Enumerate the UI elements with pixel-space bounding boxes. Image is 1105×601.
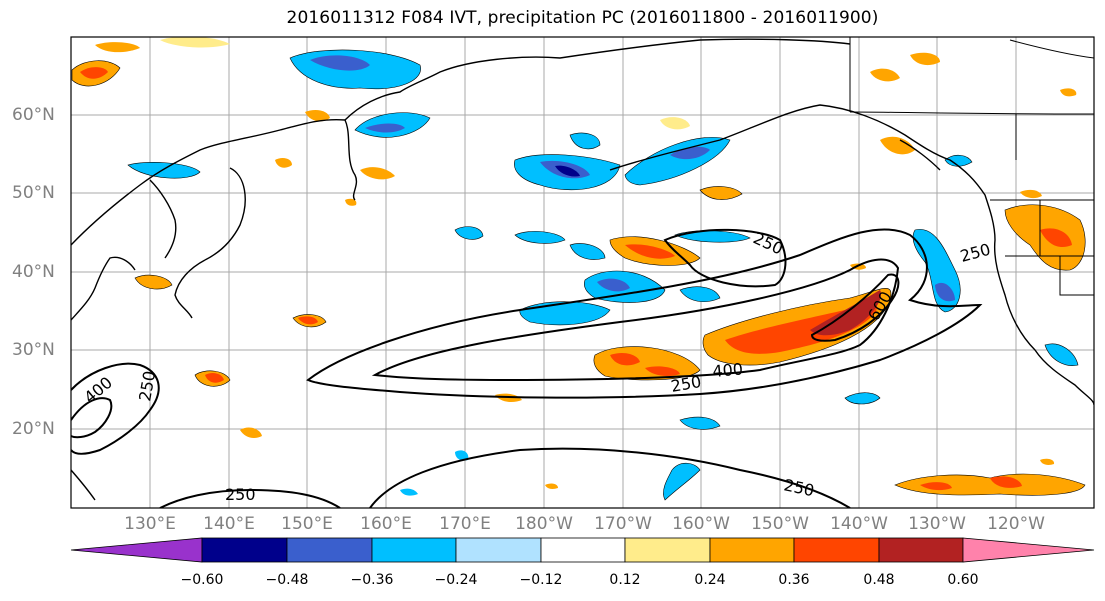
borders	[849, 37, 1094, 296]
lon-label: 130°E	[124, 514, 176, 534]
colorbar-segment	[962, 537, 1095, 563]
contour-label: 250	[669, 372, 702, 396]
lon-label: 130°W	[908, 514, 966, 534]
lat-label: 60°N	[12, 105, 55, 125]
lon-label: 140°E	[203, 514, 255, 534]
colorbar-segment	[70, 537, 203, 563]
colorbar-tick-label: −0.24	[434, 572, 478, 588]
colorbar-segment	[709, 537, 795, 563]
colorbar-tick-label: 0.36	[778, 572, 810, 588]
lat-label: 30°N	[12, 340, 55, 360]
colorbar-segment	[201, 537, 288, 563]
lon-label: 140°W	[830, 514, 888, 534]
lon-label: 160°W	[672, 514, 730, 534]
colorbar-segment	[878, 537, 964, 563]
contour-label: 250	[750, 228, 786, 258]
lon-label: 150°E	[281, 514, 333, 534]
colorbar-tick-label: −0.60	[180, 572, 224, 588]
colorbar-tick-label: −0.48	[265, 572, 309, 588]
contour-label: 400	[712, 359, 744, 381]
lat-label: 20°N	[12, 419, 55, 439]
colorbar-segment	[371, 537, 457, 563]
colorbar-segment	[455, 537, 542, 563]
contour-label: 250	[135, 369, 159, 402]
colorbar-tick-label: −0.36	[350, 572, 394, 588]
lat-label: 50°N	[12, 183, 55, 203]
colorbar	[70, 537, 1095, 563]
colorbar-segment	[540, 537, 626, 563]
lon-label: 120°W	[987, 514, 1045, 534]
map-title: 2016011312 F084 IVT, precipitation PC (2…	[286, 8, 879, 28]
lon-label: 170°W	[594, 514, 652, 534]
negative-precip-regions	[127, 49, 1079, 501]
contour-label: 250	[225, 485, 256, 504]
contour-label: 250	[782, 475, 816, 500]
colorbar-segment	[793, 537, 880, 563]
colorbar-tick-label: 0.12	[609, 572, 641, 588]
colorbar-tick-label: 0.24	[694, 572, 726, 588]
lon-label: 180°W	[515, 514, 573, 534]
colorbar-tick-label: 0.60	[947, 572, 979, 588]
positive-precip-regions	[71, 37, 1086, 496]
contour-label: 250	[958, 240, 992, 266]
lon-label: 150°W	[751, 514, 809, 534]
colorbar-segment	[286, 537, 373, 563]
map-frame	[70, 36, 1095, 509]
colorbar-tick-label: 0.48	[863, 572, 895, 588]
lon-label: 170°E	[439, 514, 491, 534]
gridlines	[71, 37, 1094, 508]
lon-label: 160°E	[360, 514, 412, 534]
ivt-contours	[71, 228, 983, 508]
colorbar-tick-label: −0.12	[519, 572, 563, 588]
colorbar-segment	[624, 537, 711, 563]
lat-label: 40°N	[12, 262, 55, 282]
coastlines	[71, 38, 1094, 501]
